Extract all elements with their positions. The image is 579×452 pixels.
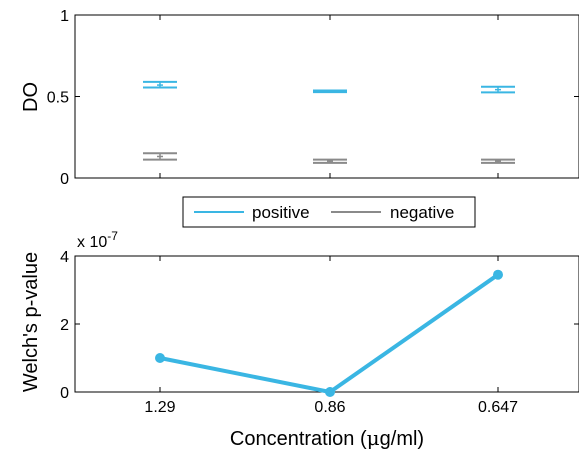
errorbar-negative [313, 158, 347, 164]
errorbar-negative [143, 152, 177, 161]
do-y-tick-label: 0 [60, 171, 69, 188]
pvalue-point [155, 353, 165, 363]
do-y-tick-label: 0.5 [47, 90, 69, 107]
errorbar-positive [481, 85, 515, 94]
do-y-tick-label: 1 [60, 8, 69, 25]
legend-negative-label: negative [390, 203, 454, 222]
errorbar-positive [143, 80, 177, 89]
pvalue-plot-panel: 0 2 4 1.29 0.86 0.647 x 10-7 Welch's p-value… [20, 229, 579, 450]
legend: positive negative [182, 196, 476, 228]
exponent-label: x 10-7 [77, 229, 118, 251]
pvalue-plot-area [74, 255, 579, 393]
pvalue-axis-label: Welch's p-value [20, 252, 42, 392]
errorbar-positive [313, 89, 347, 94]
pvalue-y-tick-label: 2 [60, 317, 69, 334]
concentration-tick-label: 0.647 [478, 399, 518, 416]
concentration-tick-label: 0.86 [314, 399, 345, 416]
pvalue-y-tick-label: 4 [60, 249, 69, 266]
pvalue-line [159, 273, 500, 394]
legend-positive-label: positive [252, 203, 310, 222]
do-axis-label: DO [20, 82, 42, 112]
pvalue-y-tick-label: 0 [60, 385, 69, 402]
concentration-tick-label: 1.29 [144, 399, 175, 416]
errorbar-negative [481, 158, 515, 164]
do-plot-panel: 0 0.5 1 DO [20, 8, 579, 188]
pvalue-point [325, 387, 335, 397]
concentration-axis-label: Concentration (μg/ml) [230, 426, 424, 450]
pvalue-point [493, 269, 503, 280]
